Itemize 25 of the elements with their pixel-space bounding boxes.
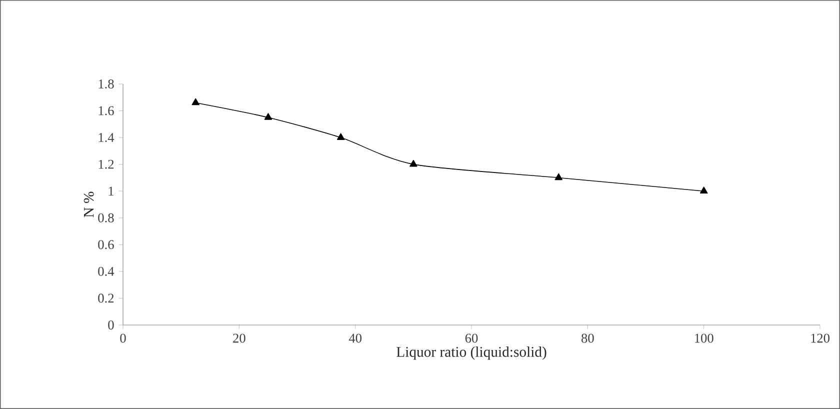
y-tick-label: 1.8 xyxy=(98,79,114,89)
x-tick-label: 20 xyxy=(233,334,246,343)
x-tick-label: 60 xyxy=(465,334,478,343)
y-axis-title: N % xyxy=(84,192,94,218)
y-tick-label: 0.4 xyxy=(98,266,114,276)
point xyxy=(336,133,345,140)
x-tick-label: 100 xyxy=(695,334,714,343)
point xyxy=(264,113,272,120)
y-tick-label: 1.4 xyxy=(98,133,114,142)
y-tick-label: 0 xyxy=(108,320,114,330)
x-tick-label: 40 xyxy=(348,334,362,343)
y-tick-label: 1.6 xyxy=(98,106,114,116)
x-tick-label: 80 xyxy=(582,334,594,343)
y-tick-label: 0.6 xyxy=(98,240,114,250)
x-axis-title: Liquor ratio (liquid:solid) xyxy=(396,346,546,360)
x-tick-label: 120 xyxy=(811,334,830,343)
point xyxy=(410,160,418,167)
point xyxy=(192,98,200,106)
y-tick-label: 1 xyxy=(108,186,114,196)
y-tick-label: 0.2 xyxy=(98,294,114,303)
x-tick-label: 0 xyxy=(120,334,126,343)
point xyxy=(554,173,562,180)
y-tick-label: 0.8 xyxy=(98,213,114,222)
y-tick-label: 1.2 xyxy=(98,160,114,169)
point xyxy=(700,186,708,194)
